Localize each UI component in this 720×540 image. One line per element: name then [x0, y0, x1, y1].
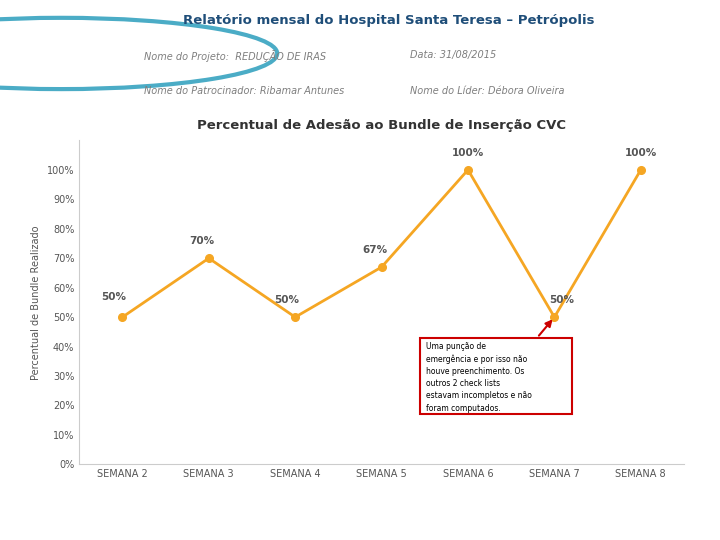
Text: 100%: 100% — [625, 148, 657, 158]
Text: 67%: 67% — [362, 245, 387, 255]
Text: Uma punção de
emergência e por isso não
houve preenchimento. Os
outros 2 check l: Uma punção de emergência e por isso não … — [426, 342, 531, 413]
Text: Relatório mensal do Hospital Santa Teresa – Petrópolis: Relatório mensal do Hospital Santa Teres… — [183, 14, 595, 27]
Text: Nome do Projeto:  REDUÇÃO DE IRAS: Nome do Projeto: REDUÇÃO DE IRAS — [144, 50, 326, 62]
FancyBboxPatch shape — [420, 338, 572, 414]
Y-axis label: Percentual de Bundle Realizado: Percentual de Bundle Realizado — [31, 225, 41, 380]
Text: 100%: 100% — [452, 148, 484, 158]
Text: Nome do Líder: Débora Oliveira: Nome do Líder: Débora Oliveira — [410, 85, 565, 96]
Text: 70%: 70% — [189, 237, 215, 246]
Text: Data: 31/08/2015: Data: 31/08/2015 — [410, 50, 497, 60]
Text: Nome do Patrocinador: Ribamar Antunes: Nome do Patrocinador: Ribamar Antunes — [144, 85, 344, 96]
Text: 50%: 50% — [102, 292, 126, 302]
Text: 50%: 50% — [274, 295, 299, 305]
Text: 50%: 50% — [549, 295, 574, 305]
Title: Percentual de Adesão ao Bundle de Inserção CVC: Percentual de Adesão ao Bundle de Inserç… — [197, 119, 566, 132]
